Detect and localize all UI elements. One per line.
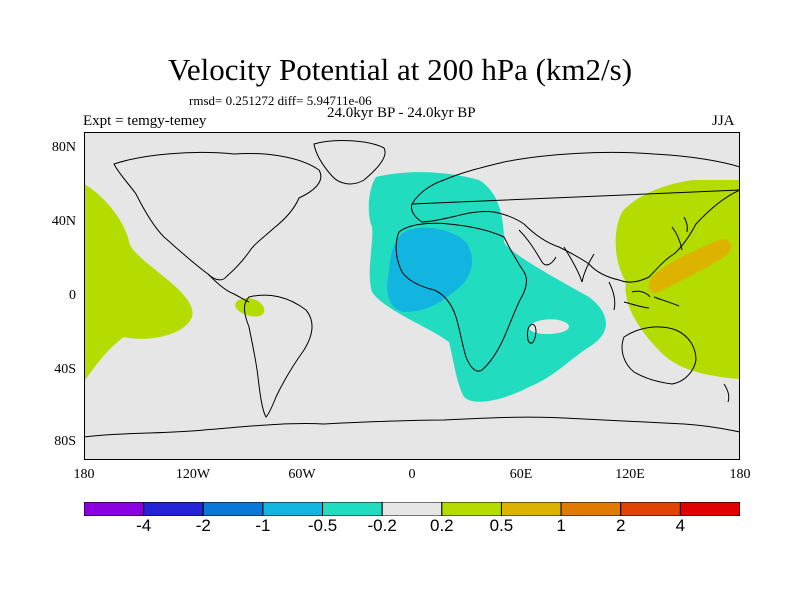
- region-west-africa-core: [387, 227, 472, 312]
- colorbar-bin: [381, 502, 443, 516]
- colorbar-bin: [202, 502, 264, 516]
- lon-label-120w: 120W: [175, 467, 211, 482]
- period-label: 24.0kyr BP - 24.0kyr BP: [327, 105, 476, 121]
- region-east-pacific-patch: [235, 298, 265, 317]
- coast-antarctica: [84, 416, 740, 438]
- colorbar-bin: [322, 502, 383, 516]
- lon-label-60e: 60E: [509, 467, 533, 482]
- coast-maritime-continent: [608, 281, 680, 311]
- colorbar-bin: [262, 502, 324, 516]
- lat-label-40n: 40N: [51, 214, 76, 229]
- colorbar: [84, 502, 740, 516]
- colorbar-bin: [620, 502, 681, 516]
- coast-africa: [395, 222, 528, 372]
- coast-madagascar: [526, 323, 537, 344]
- region-central-pacific-positive: [84, 184, 193, 382]
- stats-label: rmsd= 0.251272 diff= 5.94711e-06: [189, 93, 372, 108]
- season-label: JJA: [712, 113, 735, 129]
- lat-label-40s: 40S: [54, 362, 76, 377]
- colorbar-label: -0.5: [307, 516, 338, 535]
- coast-greenland: [313, 140, 386, 185]
- map-panel: [84, 132, 740, 460]
- colorbar-bin: [500, 502, 562, 516]
- coast-central-america: [207, 273, 250, 303]
- lon-label-120e: 120E: [615, 467, 645, 482]
- coast-australia: [621, 326, 697, 385]
- lat-label-80n: 80N: [51, 140, 76, 155]
- colorbar-bin: [679, 502, 740, 516]
- colorbar-label: 0.5: [489, 516, 514, 535]
- lon-label-0: 0: [408, 467, 416, 482]
- coast-eurasia: [411, 151, 740, 283]
- colorbar-label: 2: [615, 516, 626, 535]
- lat-label-80s: 80S: [54, 434, 76, 449]
- colorbar-bin: [84, 502, 145, 516]
- map-border: [84, 132, 740, 460]
- coast-north-america: [113, 151, 322, 281]
- colorbar-label: -2: [195, 516, 211, 535]
- colorbar-bin: [560, 502, 622, 516]
- colorbar-bin: [143, 502, 204, 516]
- coast-south-america: [244, 294, 313, 418]
- coastlines: [84, 140, 740, 438]
- figure-title: Velocity Potential at 200 hPa (km2/s): [167, 52, 633, 87]
- colorbar-label: 1: [556, 516, 566, 535]
- anomaly-shading: [84, 172, 740, 402]
- colorbar-label: 4: [675, 516, 686, 535]
- colorbar-label: -0.2: [367, 516, 397, 535]
- coast-arabia-india: [518, 229, 595, 283]
- region-indian-ocean-hole: [528, 319, 569, 334]
- region-west-pacific-core: [648, 239, 732, 293]
- lat-label-0: 0: [69, 288, 76, 303]
- experiment-label: Expt = temgy-temey: [83, 113, 207, 129]
- lon-label-180w: 180: [73, 467, 95, 482]
- colorbar-label: -1: [255, 516, 271, 535]
- lon-label-60w: 60W: [288, 467, 316, 482]
- colorbar-label: 0.2: [429, 516, 454, 535]
- colorbar-label: -4: [136, 516, 152, 535]
- colorbar-bin: [441, 502, 502, 516]
- coast-new-zealand: [723, 383, 730, 403]
- coast-japan: [671, 216, 688, 251]
- lon-label-180e: 180: [729, 467, 751, 482]
